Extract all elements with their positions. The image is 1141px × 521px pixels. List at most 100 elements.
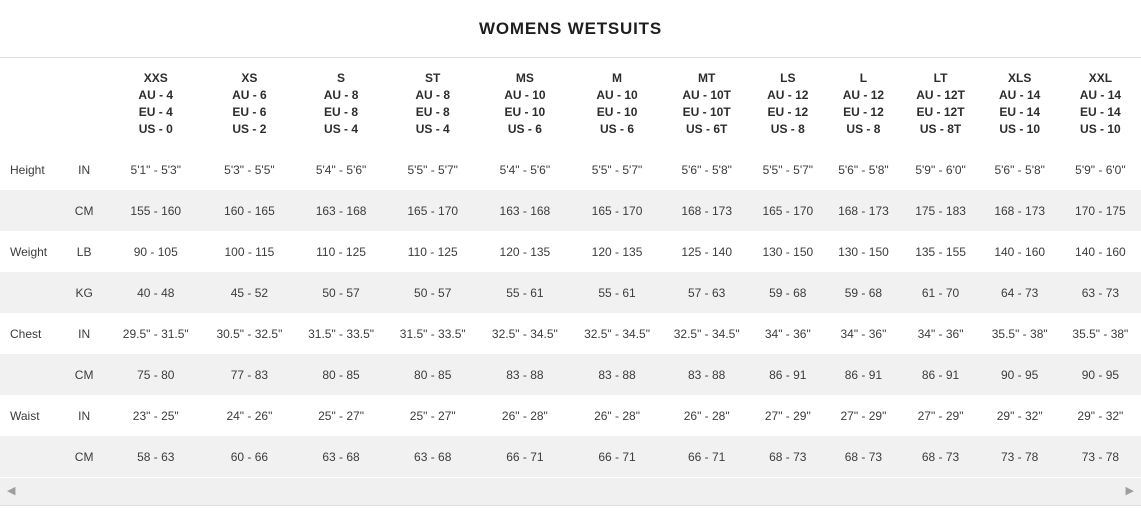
- value-cell: 27" - 29": [840, 408, 887, 423]
- value-cell: 175 - 183: [915, 203, 966, 218]
- value-cell: 29" - 32": [996, 408, 1043, 423]
- value-cell: 125 - 140: [681, 244, 733, 259]
- value-cell: 34" - 36": [840, 326, 887, 341]
- value-cell: 57 - 63: [688, 285, 726, 300]
- value-cell: 26" - 28": [683, 408, 730, 423]
- value-cell: 30.5" - 32.5": [216, 326, 283, 341]
- value-cell: 45 - 52: [230, 285, 269, 300]
- value-cell: 130 - 150: [762, 244, 814, 259]
- unit-column-spacer: [60, 58, 108, 149]
- us-size: US - 4: [415, 122, 450, 136]
- value-cell: 60 - 66: [230, 449, 269, 464]
- us-size: US - 2: [232, 122, 267, 136]
- value-cell: 55 - 61: [598, 285, 636, 300]
- value-cell: 32.5" - 34.5": [491, 326, 558, 341]
- size-name: LS: [780, 71, 796, 85]
- scroll-left-icon[interactable]: ◀: [7, 485, 16, 497]
- value-cell: 90 - 95: [1081, 367, 1120, 382]
- value-cell: 27" - 29": [764, 408, 811, 423]
- size-name: MS: [515, 71, 534, 85]
- value-cell: 58 - 63: [137, 449, 175, 464]
- unit-label: LB: [76, 244, 92, 259]
- us-size: US - 10: [1080, 122, 1121, 136]
- value-cell: 63 - 73: [1081, 285, 1120, 300]
- unit-label: IN: [78, 326, 91, 341]
- size-column-header: LT AU - 12T EU - 12T US - 8T: [902, 58, 980, 149]
- scroll-right-icon[interactable]: ▶: [1125, 485, 1134, 497]
- value-cell: 68 - 73: [769, 449, 807, 464]
- value-cell: 5'6" - 5'8": [838, 162, 889, 177]
- value-cell: 168 - 173: [994, 203, 1046, 218]
- value-cell: 83 - 88: [598, 367, 636, 382]
- table-row: Chest IN 29.5" - 31.5" 30.5" - 32.5" 31.5" -…: [0, 313, 1141, 354]
- title-bar: WOMENS WETSUITS: [0, 0, 1141, 58]
- value-cell: 26" - 28": [501, 408, 548, 423]
- us-size: US - 6T: [686, 122, 728, 136]
- eu-size: EU - 12: [767, 105, 809, 119]
- eu-size: EU - 10T: [682, 105, 731, 119]
- us-size: US - 8: [846, 122, 881, 136]
- value-cell: 23" - 25": [132, 408, 179, 423]
- size-chart-table: XXS AU - 4 EU - 4 US - 0 XS AU - 6 EU - 6 US - …: [0, 58, 1141, 477]
- value-cell: 75 - 80: [137, 367, 175, 382]
- value-cell: 66 - 71: [598, 449, 636, 464]
- size-name: LT: [933, 71, 948, 85]
- value-cell: 83 - 88: [506, 367, 544, 382]
- value-cell: 32.5" - 34.5": [584, 326, 650, 341]
- unit-label: IN: [78, 162, 91, 177]
- value-cell: 86 - 91: [769, 367, 807, 382]
- size-column-header: LS AU - 12 EU - 12 US - 8: [750, 58, 825, 149]
- value-cell: 5'6" - 5'8": [681, 162, 732, 177]
- value-cell: 86 - 91: [844, 367, 883, 382]
- value-cell: 5'5" - 5'7": [407, 162, 458, 177]
- eu-size: EU - 12: [843, 105, 884, 119]
- value-cell: 5'9" - 6'0": [915, 162, 966, 177]
- us-size: US - 6: [507, 122, 542, 136]
- au-size: AU - 12T: [916, 88, 965, 102]
- value-cell: 66 - 71: [506, 449, 544, 464]
- value-cell: 59 - 68: [769, 285, 807, 300]
- us-size: US - 0: [138, 122, 173, 136]
- size-name: L: [859, 71, 868, 85]
- au-size: AU - 10T: [682, 88, 732, 102]
- value-cell: 40 - 48: [137, 285, 175, 300]
- size-name: XLS: [1008, 71, 1032, 85]
- value-cell: 120 - 135: [591, 244, 643, 259]
- value-cell: 64 - 73: [1001, 285, 1039, 300]
- value-cell: 155 - 160: [130, 203, 182, 218]
- value-cell: 31.5" - 33.5": [399, 326, 466, 341]
- value-cell: 83 - 88: [688, 367, 726, 382]
- au-size: AU - 6: [232, 88, 267, 102]
- unit-label: CM: [74, 449, 94, 464]
- au-size: AU - 10: [596, 88, 638, 102]
- value-cell: 34" - 36": [917, 326, 964, 341]
- value-cell: 140 - 160: [1075, 244, 1126, 259]
- value-cell: 35.5" - 38": [1072, 326, 1129, 341]
- eu-size: EU - 4: [138, 105, 173, 119]
- value-cell: 50 - 57: [322, 285, 360, 300]
- value-cell: 168 - 173: [681, 203, 733, 218]
- value-cell: 24" - 26": [226, 408, 273, 423]
- eu-size: EU - 12T: [916, 105, 965, 119]
- value-cell: 34" - 36": [764, 326, 811, 341]
- table-row: Weight LB 90 - 105 100 - 115 110 - 125 110 - …: [0, 231, 1141, 272]
- value-cell: 5'4" - 5'6": [315, 162, 367, 177]
- page-title: WOMENS WETSUITS: [479, 18, 662, 38]
- measure-label: Waist: [10, 408, 40, 423]
- table-row: CM 58 - 63 60 - 66 63 - 68 63 - 68 66 - 71 66 …: [0, 436, 1141, 477]
- value-cell: 100 - 115: [224, 244, 275, 259]
- value-cell: 90 - 95: [1001, 367, 1039, 382]
- measure-label: Weight: [10, 244, 48, 259]
- size-column-header: L AU - 12 EU - 12 US - 8: [825, 58, 901, 149]
- horizontal-scrollbar[interactable]: ◀ ▶: [0, 478, 1141, 506]
- value-cell: 32.5" - 34.5": [673, 326, 740, 341]
- value-cell: 130 - 150: [838, 244, 889, 259]
- value-cell: 31.5" - 33.5": [308, 326, 375, 341]
- value-cell: 5'5" - 5'7": [591, 162, 643, 177]
- value-cell: 5'3" - 5'5": [224, 162, 275, 177]
- size-name: ST: [425, 71, 441, 85]
- value-cell: 73 - 78: [1081, 449, 1120, 464]
- au-size: AU - 8: [323, 88, 359, 102]
- table-row: Height IN 5'1" - 5'3" 5'3" - 5'5" 5'4" - 5'6…: [0, 149, 1141, 190]
- value-cell: 66 - 71: [688, 449, 726, 464]
